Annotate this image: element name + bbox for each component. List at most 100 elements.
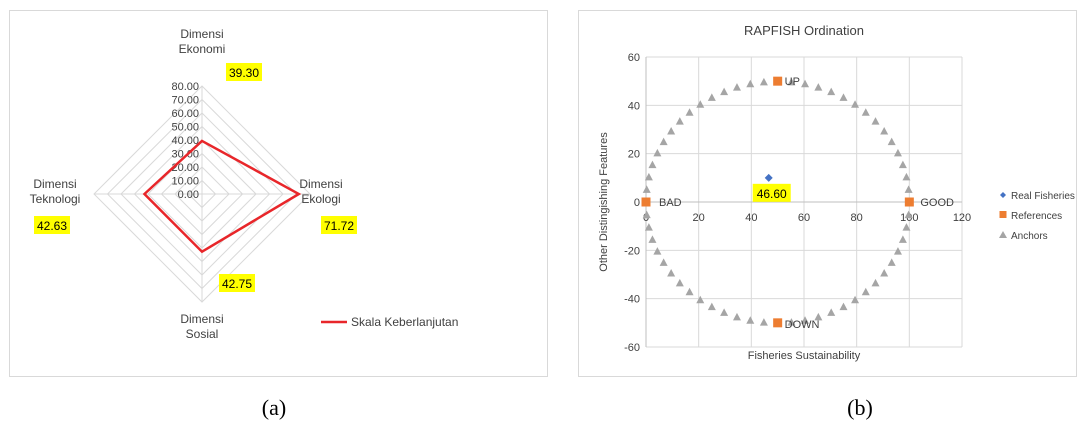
- anchor-point: [839, 302, 848, 311]
- legend-triangle-icon: [999, 231, 1007, 238]
- radar-axis-label-line: Ekonomi: [179, 42, 226, 56]
- reference-point: [904, 197, 914, 207]
- y-axis-title: Other Distingishing Features: [598, 132, 610, 272]
- legend-diamond-icon: [1000, 192, 1006, 198]
- reference-point: [641, 197, 651, 207]
- anchor-point: [851, 100, 860, 108]
- radar-tick-label: 70.00: [171, 95, 199, 107]
- anchor-point: [871, 278, 880, 287]
- radar-tick-label: 20.00: [171, 162, 199, 174]
- radar-axis-label-line: Dimensi: [180, 312, 223, 326]
- anchor-point: [827, 308, 836, 316]
- radar-axis-label-line: Sosial: [186, 327, 219, 341]
- value-label-text: 39.30: [229, 66, 259, 80]
- anchor-point: [667, 269, 676, 277]
- radar-value-label: 42.75: [219, 274, 255, 292]
- anchor-point: [696, 295, 705, 304]
- radar-tick-label: 60.00: [171, 108, 199, 120]
- anchor-point: [814, 312, 823, 321]
- highlight-text: 46.60: [757, 187, 787, 201]
- radar-series-line: [142, 139, 302, 254]
- anchor-point: [787, 77, 796, 86]
- anchor-point: [787, 318, 796, 326]
- anchor-point: [659, 258, 668, 266]
- anchor-point: [644, 223, 653, 231]
- anchor-point: [893, 247, 902, 255]
- radar-tick-label: 50.00: [171, 122, 199, 134]
- point-label: BAD: [659, 197, 682, 209]
- x-tick-label: 20: [693, 212, 705, 224]
- anchor-point: [746, 316, 755, 324]
- rapfish-ordination-chart: RAPFISH Ordination0204060801001206040200…: [598, 23, 1075, 362]
- anchor-point: [707, 302, 716, 311]
- anchor-point: [839, 93, 848, 101]
- radar-axis-label-line: Dimensi: [180, 27, 223, 41]
- point-label: UP: [785, 76, 800, 88]
- value-label-highlight: [34, 216, 70, 234]
- anchor-point: [675, 278, 684, 287]
- anchor-point: [902, 172, 911, 181]
- anchor-point: [644, 172, 653, 181]
- x-tick-label: 120: [953, 212, 971, 224]
- reference-point: [773, 76, 783, 86]
- anchor-point: [759, 318, 768, 326]
- value-label-highlight: [321, 216, 357, 234]
- anchor-point: [880, 269, 889, 277]
- anchor-point: [893, 148, 902, 157]
- y-tick-label: 20: [628, 149, 640, 161]
- anchor-point: [887, 137, 896, 146]
- radar-axis-label-line: Ekologi: [301, 192, 340, 206]
- anchor-point: [667, 126, 676, 135]
- radar-tick-label: 40.00: [171, 135, 199, 147]
- x-tick-label: 80: [851, 212, 863, 224]
- caption-a: (a): [261, 395, 287, 420]
- real-fisheries-point: [764, 173, 773, 182]
- highlight-value-label: 46.60: [752, 183, 791, 202]
- anchor-point: [648, 160, 657, 169]
- radar-axis-label-line: Dimensi: [33, 177, 76, 191]
- y-tick-label: -40: [624, 294, 640, 306]
- anchor-point: [904, 185, 913, 193]
- anchor-point: [732, 83, 741, 91]
- anchor-point: [887, 258, 896, 266]
- radar-value-label: 42.63: [34, 216, 70, 234]
- radar-axis-label-line: Dimensi: [299, 177, 342, 191]
- anchor-point: [685, 108, 694, 116]
- point-label: GOOD: [920, 197, 954, 209]
- anchor-point: [851, 295, 860, 304]
- x-axis-title: Fisheries Sustainability: [748, 350, 861, 362]
- anchor-point: [746, 79, 755, 88]
- anchor-point: [707, 93, 716, 101]
- radar-tick-label: 80.00: [171, 81, 199, 93]
- anchor-point: [653, 247, 662, 255]
- y-tick-label: 40: [628, 100, 640, 112]
- anchor-point: [902, 223, 911, 231]
- anchor-point: [653, 148, 662, 157]
- legend-label: Skala Keberlanjutan: [351, 315, 458, 329]
- anchor-point: [685, 287, 694, 296]
- anchor-point: [759, 77, 768, 86]
- radar-chart-panel: 0.00 10.00 20.00 30.00 40.00 50.00 60.00 70.00 8…: [9, 10, 548, 377]
- highlight-rect: [752, 183, 791, 202]
- chart-title: RAPFISH Ordination: [744, 23, 864, 38]
- anchor-point: [720, 308, 729, 316]
- scatter-legend: Real Fisheries References Anchors: [999, 191, 1075, 242]
- legend-label: Real Fisheries: [1011, 191, 1075, 202]
- radar-grid: [93, 85, 311, 303]
- legend-label: Anchors: [1011, 231, 1048, 242]
- radar-axis-label-line: Teknologi: [30, 192, 81, 206]
- legend-label: References: [1011, 211, 1062, 222]
- radar-value-label: 39.30: [226, 63, 262, 81]
- legend-square-icon: [999, 211, 1007, 218]
- value-label-text: 42.63: [37, 219, 67, 233]
- caption-b: (b): [847, 395, 873, 420]
- y-tick-label: 60: [628, 52, 640, 64]
- point-label: DOWN: [785, 319, 820, 331]
- reference-point: [773, 318, 783, 328]
- radar-tick-label: 10.00: [171, 176, 199, 188]
- anchor-point: [642, 210, 651, 219]
